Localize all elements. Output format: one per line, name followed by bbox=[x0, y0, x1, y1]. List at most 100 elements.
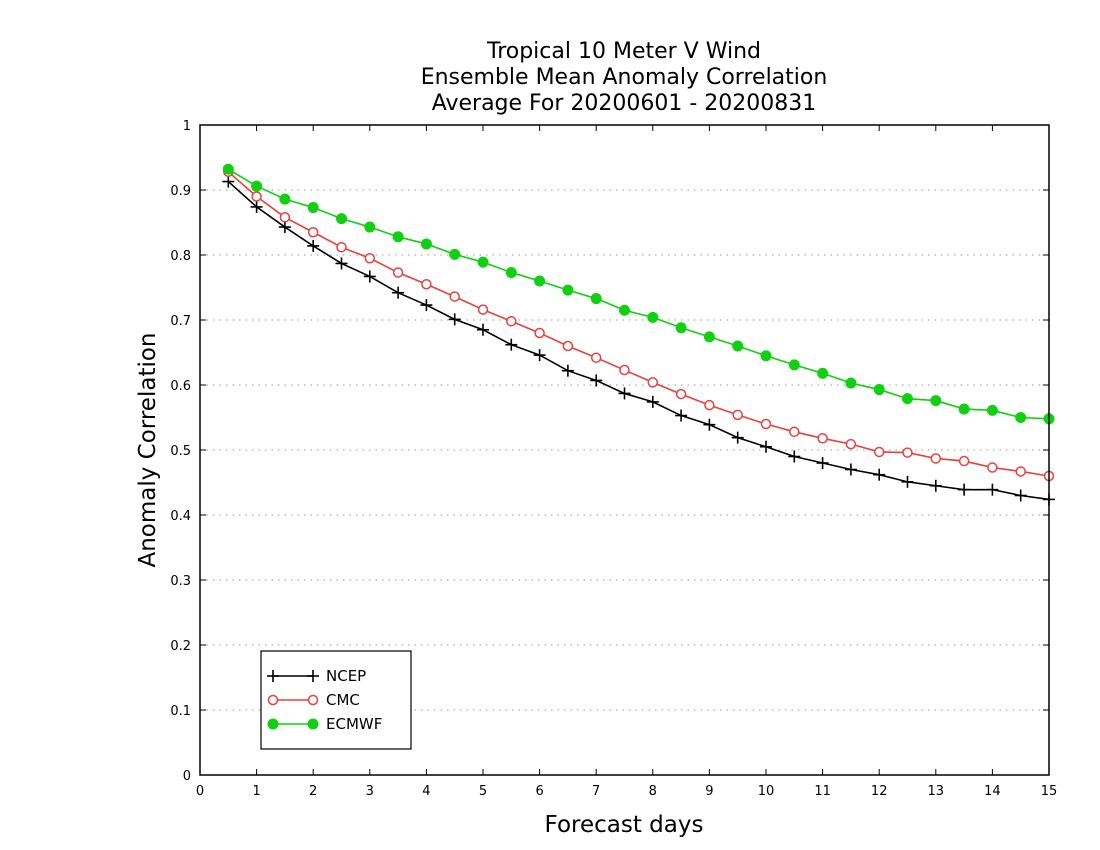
series-ecmwf bbox=[222, 163, 1055, 425]
ecmwf-point bbox=[449, 248, 461, 260]
cmc-point bbox=[732, 409, 743, 421]
ncep-point bbox=[392, 286, 405, 299]
x-tick-label: 14 bbox=[984, 784, 1001, 799]
y-axis: 0 0.1 0.2 0.3 0.4 0.5 0.6 0.7 0.8 0.9 1 bbox=[170, 119, 1049, 784]
ecmwf-point bbox=[505, 267, 517, 279]
ecmwf-point bbox=[732, 340, 744, 352]
ecmwf-point bbox=[845, 377, 857, 389]
legend-marker bbox=[307, 670, 319, 682]
legend-item-ecmwf: ECMWF bbox=[267, 715, 382, 733]
ecmwf-point bbox=[873, 384, 885, 396]
y-tick-label: 0.6 bbox=[170, 379, 191, 394]
title-line: Average For 20200601 - 20200831 bbox=[432, 91, 817, 116]
ecmwf-point bbox=[675, 322, 687, 334]
legend: NCEP CMC ECMWF bbox=[260, 650, 412, 750]
ecmwf-point bbox=[703, 331, 715, 343]
ncep-point bbox=[958, 483, 971, 496]
ecmwf-point bbox=[222, 163, 234, 175]
x-axis: 0 1 2 3 4 5 6 7 8 9 10 11 12 13 14 15 bbox=[196, 125, 1057, 799]
legend-marker bbox=[267, 718, 279, 730]
x-tick-label: 2 bbox=[309, 784, 317, 799]
ncep-line bbox=[227, 180, 1050, 501]
ncep-point bbox=[590, 374, 603, 387]
x-tick-label: 13 bbox=[928, 784, 945, 799]
y-tick-label: 0.7 bbox=[170, 314, 191, 329]
cmc-point bbox=[562, 340, 574, 352]
ncep-point bbox=[278, 221, 291, 234]
y-tick-label: 0.8 bbox=[170, 249, 191, 264]
ncep-point bbox=[703, 418, 716, 431]
x-tick-label: 0 bbox=[196, 784, 204, 799]
series-cmc bbox=[223, 166, 1055, 482]
cmc-point bbox=[364, 253, 376, 264]
cmc-point bbox=[534, 327, 545, 339]
cmc-point bbox=[1015, 466, 1026, 477]
cmc-point bbox=[590, 352, 602, 363]
legend-label: ECMWF bbox=[326, 715, 382, 733]
cmc-point bbox=[619, 364, 630, 376]
cmc-point bbox=[902, 447, 913, 458]
legend-label: NCEP bbox=[326, 667, 366, 685]
ecmwf-point bbox=[420, 238, 432, 250]
x-tick-label: 15 bbox=[1041, 784, 1058, 799]
x-tick-label: 11 bbox=[814, 784, 831, 799]
ecmwf-point bbox=[986, 404, 998, 416]
x-tick-label: 10 bbox=[758, 784, 775, 799]
ecmwf-point bbox=[647, 311, 659, 323]
ecmwf-point bbox=[307, 202, 319, 214]
y-tick-label: 0.4 bbox=[170, 509, 191, 524]
ecmwf-point bbox=[958, 403, 970, 415]
cmc-point bbox=[675, 388, 687, 400]
y-tick-label: 1 bbox=[183, 119, 191, 134]
ecmwf-point bbox=[788, 359, 800, 371]
series-ncep bbox=[222, 175, 1055, 506]
ecmwf-point bbox=[279, 193, 291, 205]
cmc-point bbox=[817, 433, 828, 444]
cmc-point bbox=[958, 455, 970, 467]
x-tick-label: 6 bbox=[535, 784, 543, 799]
cmc-point bbox=[789, 426, 800, 438]
cmc-point bbox=[251, 191, 262, 202]
ecmwf-point bbox=[760, 350, 772, 362]
cmc-point bbox=[845, 438, 857, 450]
y-tick-label: 0.9 bbox=[170, 184, 191, 199]
legend-label: CMC bbox=[326, 691, 360, 709]
title-line: Tropical 10 Meter V Wind bbox=[486, 39, 761, 64]
x-tick-label: 1 bbox=[252, 784, 260, 799]
ecmwf-point bbox=[251, 180, 263, 192]
ecmwf-point bbox=[336, 213, 347, 225]
ecmwf-point bbox=[534, 275, 546, 287]
y-tick-label: 0.5 bbox=[170, 444, 191, 459]
cmc-point bbox=[506, 316, 517, 327]
y-tick-label: 0 bbox=[183, 769, 191, 784]
ecmwf-point bbox=[1015, 412, 1027, 423]
series-layer bbox=[222, 163, 1055, 506]
x-tick-label: 4 bbox=[422, 784, 430, 799]
x-tick-label: 5 bbox=[479, 784, 487, 799]
gridlines bbox=[200, 189, 1049, 711]
ncep-point bbox=[505, 338, 518, 351]
ecmwf-line bbox=[227, 168, 1050, 420]
ecmwf-point bbox=[392, 231, 404, 243]
ecmwf-point bbox=[619, 304, 630, 316]
title-line: Ensemble Mean Anomaly Correlation bbox=[421, 65, 828, 90]
ecmwf-point bbox=[817, 367, 829, 379]
legend-item-ncep: NCEP bbox=[267, 667, 366, 685]
y-tick-label: 0.3 bbox=[170, 574, 191, 589]
x-tick-label: 9 bbox=[705, 784, 713, 799]
legend-marker bbox=[267, 670, 279, 682]
ncep-point bbox=[335, 257, 348, 270]
ncep-point bbox=[363, 270, 376, 283]
ncep-point bbox=[1014, 489, 1027, 502]
x-tick-label: 7 bbox=[592, 784, 600, 799]
ncep-point bbox=[618, 387, 631, 400]
cmc-point bbox=[647, 377, 659, 388]
y-tick-label: 0.1 bbox=[170, 704, 191, 719]
ecmwf-point bbox=[562, 284, 574, 296]
ecmwf-point bbox=[364, 221, 376, 233]
legend-item-cmc: CMC bbox=[267, 691, 360, 709]
ncep-point bbox=[760, 440, 772, 453]
cmc-point bbox=[279, 212, 291, 223]
